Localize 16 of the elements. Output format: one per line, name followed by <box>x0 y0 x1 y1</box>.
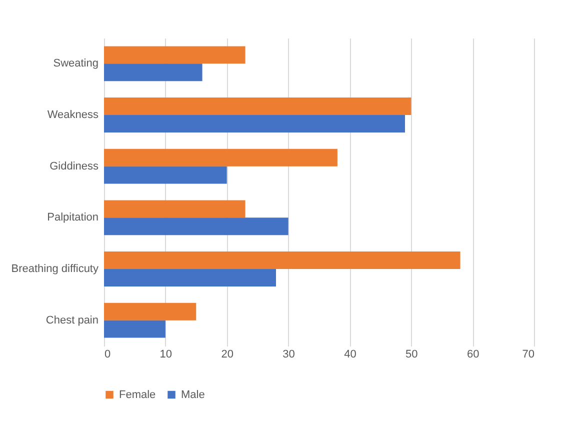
x-tick-label: 70 <box>522 348 534 360</box>
x-tick-label: 0 <box>104 348 111 360</box>
y-tick-label: Sweating <box>53 58 98 70</box>
y-tick-label: Chest pain <box>46 314 98 326</box>
x-tick-label: 50 <box>406 348 418 360</box>
y-tick-label: Weakness <box>47 109 99 121</box>
y-tick-label: Palpitation <box>47 212 98 224</box>
x-tick-label: 30 <box>282 348 295 360</box>
y-tick-label: Giddiness <box>50 160 99 172</box>
x-tick-label: 60 <box>466 348 480 360</box>
x-tick-label: 40 <box>344 348 356 360</box>
y-tick-label: Breathing difficuty <box>11 263 99 275</box>
x-tick-label: 10 <box>160 348 172 360</box>
legend-label: Male <box>181 388 205 401</box>
legend-label: Female <box>119 388 156 401</box>
x-tick-label: 20 <box>221 348 234 360</box>
